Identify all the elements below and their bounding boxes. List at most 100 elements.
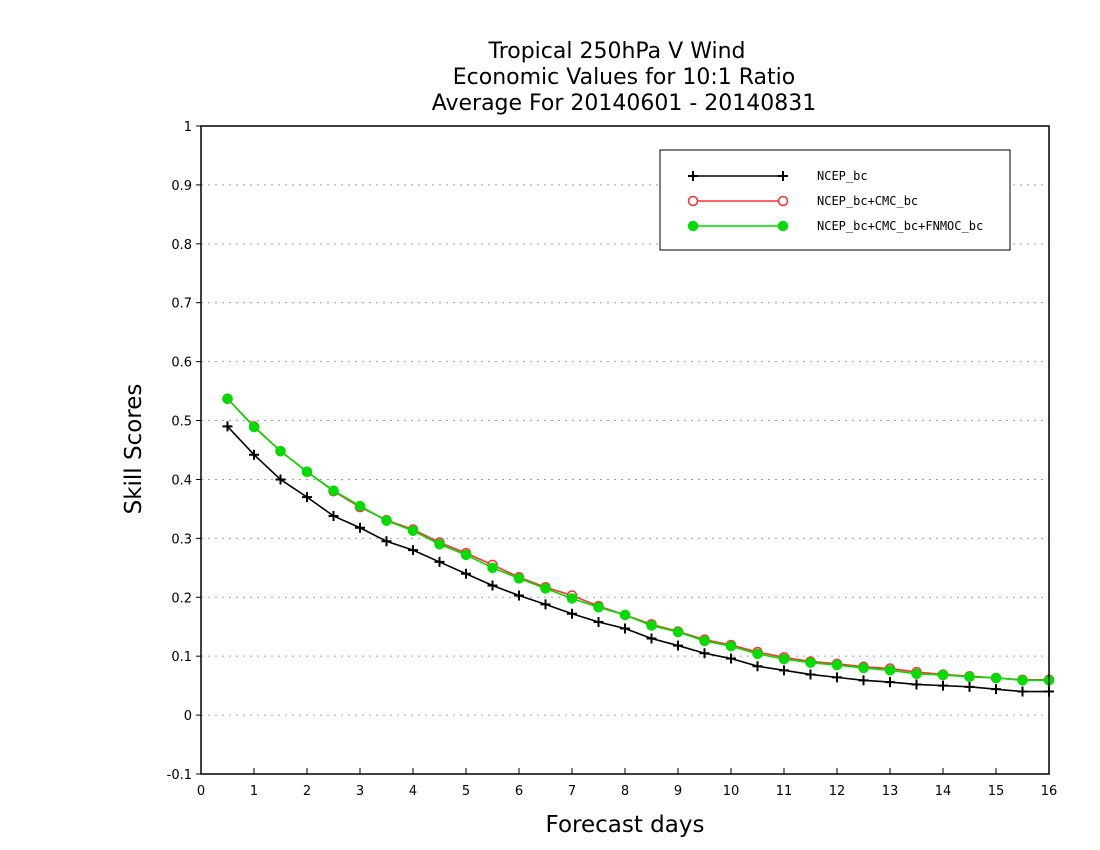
data-point <box>646 620 657 631</box>
x-tick-label: 2 <box>303 784 311 799</box>
x-tick-label: 11 <box>776 784 793 799</box>
chart-title: Tropical 250hPa V Wind Economic Values f… <box>432 39 817 116</box>
data-point <box>937 669 949 681</box>
y-tick-label: 0 <box>184 709 192 724</box>
y-tick-label: 0.9 <box>171 179 192 194</box>
data-point <box>381 536 392 547</box>
legend-marker <box>687 220 699 232</box>
data-point <box>593 602 604 613</box>
data-point <box>301 466 313 478</box>
x-tick-label: 5 <box>462 784 470 799</box>
data-point <box>699 648 710 659</box>
data-point <box>328 485 339 496</box>
data-point <box>514 590 524 601</box>
y-tick-label: 0.3 <box>171 532 192 547</box>
x-tick-label: 12 <box>829 784 846 799</box>
data-point <box>302 492 312 503</box>
legend-label: NCEP_bc+CMC_bc+FNMOC_bc <box>817 219 983 233</box>
data-point <box>832 672 842 683</box>
y-tick-label: 0.5 <box>171 415 192 430</box>
data-point <box>487 580 498 591</box>
title-line-2: Economic Values for 10:1 Ratio <box>453 65 795 90</box>
y-tick-label: 0.4 <box>171 473 192 488</box>
data-point <box>885 677 895 688</box>
data-point <box>964 681 975 692</box>
y-tick-label: 0.8 <box>171 238 192 253</box>
data-point <box>938 680 948 691</box>
data-point <box>1017 686 1028 697</box>
data-point <box>805 657 816 668</box>
data-point <box>249 449 259 460</box>
legend-item: NCEP_bc+CMC_bc <box>687 194 918 208</box>
data-point <box>620 623 630 634</box>
data-point <box>275 445 286 457</box>
x-tick-label: 6 <box>515 784 523 799</box>
data-point <box>646 633 657 644</box>
series-1 <box>222 421 1054 697</box>
data-point <box>567 608 577 619</box>
x-tick-label: 3 <box>356 784 364 799</box>
data-point <box>1017 675 1028 686</box>
data-point <box>752 648 763 660</box>
data-point <box>354 500 366 512</box>
y-tick-label: -0.1 <box>167 768 192 783</box>
y-tick-label: 1 <box>184 120 192 135</box>
x-tick-label: 8 <box>621 784 629 799</box>
data-point <box>381 515 392 526</box>
x-axis-tick-labels: 0 1 2 3 4 5 6 7 8 9 10 11 12 13 14 15 16 <box>197 784 1057 799</box>
x-tick-label: 7 <box>568 784 576 799</box>
legend-marker <box>777 195 789 207</box>
data-point <box>566 593 578 604</box>
legend-box <box>659 149 1011 251</box>
data-point <box>699 635 710 647</box>
data-point <box>328 510 339 521</box>
data-point <box>726 653 736 664</box>
y-axis-tick-labels: -0.1 0 0.1 0.2 0.3 0.4 0.5 0.6 0.7 0.8 0.9 1 <box>167 120 192 783</box>
legend-marker <box>688 171 698 181</box>
data-point <box>964 671 975 683</box>
legend-marker <box>687 195 699 207</box>
plot-series <box>222 393 1055 697</box>
data-point <box>911 679 922 690</box>
x-tick-label: 14 <box>935 784 952 799</box>
x-tick-label: 1 <box>250 784 258 799</box>
y-tick-label: 0.6 <box>171 356 192 371</box>
legend-label: NCEP_bc+CMC_bc <box>817 194 918 208</box>
grid-lines <box>201 184 1049 716</box>
data-point <box>672 626 684 638</box>
x-tick-label: 13 <box>882 784 899 799</box>
plot-frame <box>200 125 1050 775</box>
data-point <box>619 609 631 621</box>
data-point <box>858 675 869 686</box>
x-tick-label: 9 <box>674 784 682 799</box>
y-tick-label: 0.2 <box>171 591 192 606</box>
data-point <box>884 665 896 676</box>
data-point <box>222 421 233 432</box>
title-line-1: Tropical 250hPa V Wind <box>487 39 745 64</box>
title-line-3: Average For 20140601 - 20140831 <box>432 91 817 116</box>
x-tick-label: 16 <box>1041 784 1058 799</box>
data-point <box>911 668 922 680</box>
data-point <box>275 474 286 485</box>
series-3 <box>222 393 1055 686</box>
data-point <box>725 640 737 652</box>
data-point <box>222 393 233 404</box>
data-point <box>540 583 551 594</box>
y-tick-label: 0.1 <box>171 650 192 665</box>
data-point <box>355 522 365 533</box>
data-point <box>461 568 471 579</box>
data-point <box>991 684 1001 695</box>
data-point <box>407 525 419 536</box>
data-point <box>752 661 763 672</box>
x-tick-label: 10 <box>723 784 740 799</box>
data-point <box>990 672 1002 684</box>
x-tick-label: 15 <box>988 784 1005 799</box>
data-point <box>434 539 445 550</box>
legend-items: NCEP_bc NCEP_bc+CMC_bc NCEP_bc+CMC_bc+FNMO… <box>687 169 983 233</box>
y-tick-label: 0.7 <box>171 297 192 312</box>
data-point <box>778 653 790 665</box>
data-point <box>831 659 843 671</box>
legend-item: NCEP_bc <box>688 169 868 183</box>
data-point <box>593 617 604 628</box>
